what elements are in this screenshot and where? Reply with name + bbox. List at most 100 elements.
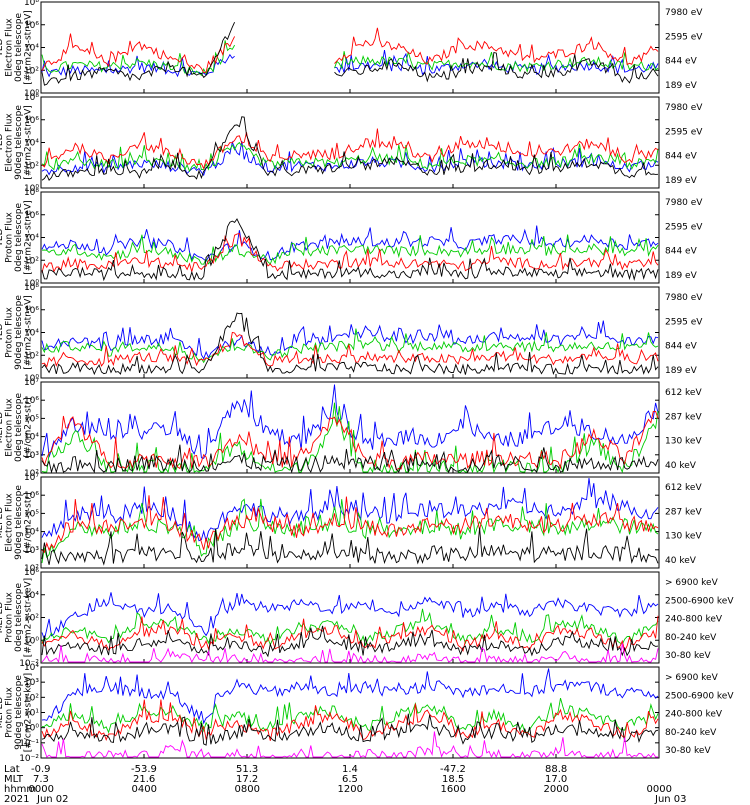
y-tick-label: 10⁰ (24, 89, 39, 99)
y-axis-label: MEPEDProton Flux0deg telescope[#/cm2-s-s… (0, 578, 34, 657)
legend-entry: 2595 eV (665, 32, 703, 42)
series-trace (41, 225, 659, 262)
series-trace (41, 410, 659, 471)
y-tick-label: 10⁶ (24, 568, 39, 578)
y-tick-label: 10⁰ (24, 636, 39, 646)
series-trace (41, 697, 659, 734)
legend-entry: 40 keV (665, 556, 697, 566)
series-trace (41, 116, 659, 182)
footer-row-label: hhmm (4, 784, 37, 795)
footer-cell-hhmm: 0800 (234, 784, 260, 795)
footer-cell-mlt: 21.6 (133, 774, 156, 785)
series-trace (41, 128, 659, 170)
footer-cell-hhmm: 0000 (646, 784, 672, 795)
legend-entry: 612 keV (665, 388, 702, 398)
legend-entry: 189 eV (665, 271, 698, 281)
y-tick-label: 10² (24, 256, 39, 266)
panel-frame (40, 381, 660, 474)
y-tick-label: 10⁸ (24, 0, 39, 8)
y-axis-label: TEDElectron Flux90deg telescope[#/cm2-s-… (0, 105, 34, 180)
series-trace (41, 140, 659, 177)
series-trace (41, 731, 658, 759)
series-trace (41, 477, 659, 542)
series-trace (41, 312, 659, 376)
y-tick-label: 10⁸ (24, 283, 39, 293)
panel-frame (40, 1, 660, 94)
series-trace (41, 218, 659, 282)
series-trace (41, 592, 659, 642)
footer-cell-lat: -0.9 (31, 764, 51, 775)
y-tick-label: 10⁻¹ (19, 739, 39, 749)
y-tick-label: 10² (24, 66, 39, 76)
legend-entry: 2595 eV (665, 127, 703, 137)
footer-row-label: MLT (4, 774, 23, 785)
footer-cell-mlt: 17.0 (545, 774, 568, 785)
panel-2: 10⁰ 10² 10⁴ 10⁶ 10⁸ TEDElectron Flux90deg tel… (0, 93, 703, 194)
y-tick-label: 10⁴ (24, 329, 39, 339)
y-tick-label: 10⁶ (24, 21, 39, 31)
panel-5: 10² 10³ 10⁴ 10⁵ 10⁶ 10⁷ MEPEDElectron Flux0deg… (0, 378, 702, 479)
y-tick-label: 10³ (24, 451, 39, 461)
legend-entry: 189 eV (665, 176, 698, 186)
legend-entry: 2595 eV (665, 222, 703, 232)
y-tick-label: 10⁶ (24, 491, 39, 501)
y-tick-label: 10⁷ (24, 378, 39, 388)
legend-entry: 7980 eV (665, 103, 703, 113)
series-trace (41, 608, 659, 647)
series-trace (41, 699, 659, 742)
y-tick-label: 10⁴ (24, 591, 39, 601)
y-tick-label: 10⁰ (24, 374, 39, 384)
series-trace (41, 22, 659, 86)
legend-entry: 189 eV (665, 81, 698, 91)
y-tick-label: 10⁴ (24, 139, 39, 149)
series-trace (41, 668, 659, 725)
panel-frame (40, 571, 660, 664)
footer-cell-lat: 88.8 (545, 764, 568, 775)
series-trace (41, 232, 659, 274)
legend-entry: 844 eV (665, 57, 698, 67)
footer-cell-mlt: 7.3 (33, 774, 49, 785)
legend-entry: 844 eV (665, 342, 698, 352)
legend-entry: 130 keV (665, 532, 702, 542)
legend-entry: 30-80 keV (665, 746, 711, 756)
y-axis-label: MEPEDElectron Flux90deg telescope[#/cm2-… (0, 485, 34, 560)
series-trace (41, 234, 659, 265)
y-tick-label: 10³ (24, 546, 39, 556)
footer-cell-lat: 51.3 (236, 764, 259, 775)
y-tick-label: 10⁴ (24, 44, 39, 54)
panel-4: 10⁰ 10² 10⁴ 10⁶ 10⁸ TEDProton Flux90deg teles… (0, 283, 703, 384)
footer-cell-lat: 1.4 (342, 764, 358, 775)
y-tick-label: 10⁶ (24, 306, 39, 316)
y-axis-label: TEDProton Flux0deg telescope[#/cm2-s-str… (0, 200, 34, 275)
legend-entry: 80-240 keV (665, 728, 717, 738)
panel-frame (40, 96, 660, 189)
series-trace (41, 320, 659, 360)
series-trace (41, 328, 659, 364)
footer-cell-hhmm: 1200 (337, 784, 363, 795)
legend-entry: > 6900 keV (665, 673, 719, 683)
panel-6: 10² 10³ 10⁴ 10⁵ 10⁶ 10⁷ MEPEDElectron Flux90de… (0, 473, 702, 574)
y-tick-label: 10⁶ (24, 116, 39, 126)
legend-entry: 844 eV (665, 152, 698, 162)
legend-entry: 7980 eV (665, 293, 703, 303)
y-axis-label: TEDElectron Flux0deg telescope[#/cm2-s-s… (0, 10, 34, 85)
y-axis-label: MEPEDProton Flux90deg telescope[#/cm2-s-… (0, 673, 34, 752)
y-tick-label: 10⁻² (19, 754, 39, 764)
footer-cell-lat: -47.2 (440, 764, 466, 775)
y-tick-label: 10² (24, 564, 39, 574)
y-tick-label: 10² (24, 161, 39, 171)
legend-entry: 844 eV (665, 247, 698, 257)
y-tick-label: 10⁴ (24, 433, 39, 443)
legend-entry: > 6900 keV (665, 578, 719, 588)
footer-cell-lat: -53.9 (131, 764, 157, 775)
footer-cell-mlt: 6.5 (342, 774, 358, 785)
y-tick-label: 10⁶ (24, 211, 39, 221)
panel-1: 10⁰ 10² 10⁴ 10⁶ 10⁸ TEDElectron Flux0deg tele… (0, 0, 703, 99)
footer-cell-hhmm: 0000 (28, 784, 54, 795)
footer-cell-mlt: 18.5 (442, 774, 465, 785)
series-trace (41, 331, 659, 368)
legend-entry: 7980 eV (665, 8, 703, 18)
y-tick-label: 10⁴ (24, 528, 39, 538)
